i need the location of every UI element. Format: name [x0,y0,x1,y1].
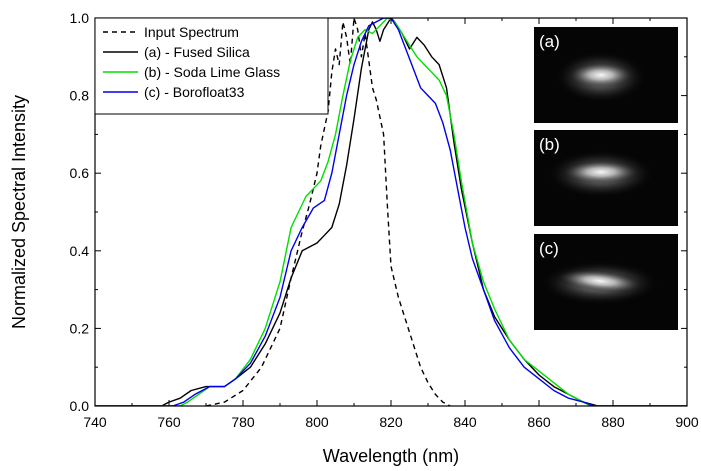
legend-items: Input Spectrum (a) - Fused Silica (b) - So… [103,24,280,100]
series-line-3 [172,18,595,406]
x-tick-label: 800 [305,414,329,430]
x-tick-label: 740 [83,414,107,430]
y-axis-title: Normalized Spectral Intensity [9,95,29,329]
x-tick-label: 860 [527,414,551,430]
y-tick-label: 0.8 [70,88,90,104]
x-tick-label: 760 [157,414,181,430]
x-tick-label: 780 [231,414,255,430]
y-tick-label: 0.0 [70,398,90,414]
inset-image-a: (a) [534,27,678,123]
y-tick-label: 0.6 [70,165,90,181]
series-line-2 [179,18,592,406]
legend-box [94,17,329,115]
inset-image-b: (b) [534,130,678,226]
beam-spot [556,269,644,293]
inset-label: (a) [539,32,560,51]
inset-images: (a) (b) (c) [534,27,678,330]
legend-label: Input Spectrum [144,24,239,40]
y-tick-label: 0.2 [70,320,90,336]
x-tick-label: 820 [379,414,403,430]
x-axis-title: Wavelength (nm) [323,446,459,466]
beam-spot [567,62,635,88]
beam-spot [561,160,641,184]
y-axis: 0.0 0.2 0.4 0.6 0.8 1.0 [70,10,687,414]
series-layer [95,18,687,406]
y-tick-label: 1.0 [70,10,90,26]
x-tick-label: 880 [601,414,625,430]
legend-label: (a) - Fused Silica [144,44,250,60]
inset-label: (c) [539,239,559,258]
inset-image-c: (c) [534,234,678,330]
x-tick-label: 900 [675,414,699,430]
inset-label: (b) [539,135,560,154]
legend-label: (c) - Borofloat33 [144,84,245,100]
y-tick-label: 0.4 [70,243,90,259]
series-line-0 [205,18,451,406]
legend: Input Spectrum (a) - Fused Silica (b) - So… [94,17,329,115]
x-tick-label: 840 [453,414,477,430]
legend-label: (b) - Soda Lime Glass [144,64,280,80]
